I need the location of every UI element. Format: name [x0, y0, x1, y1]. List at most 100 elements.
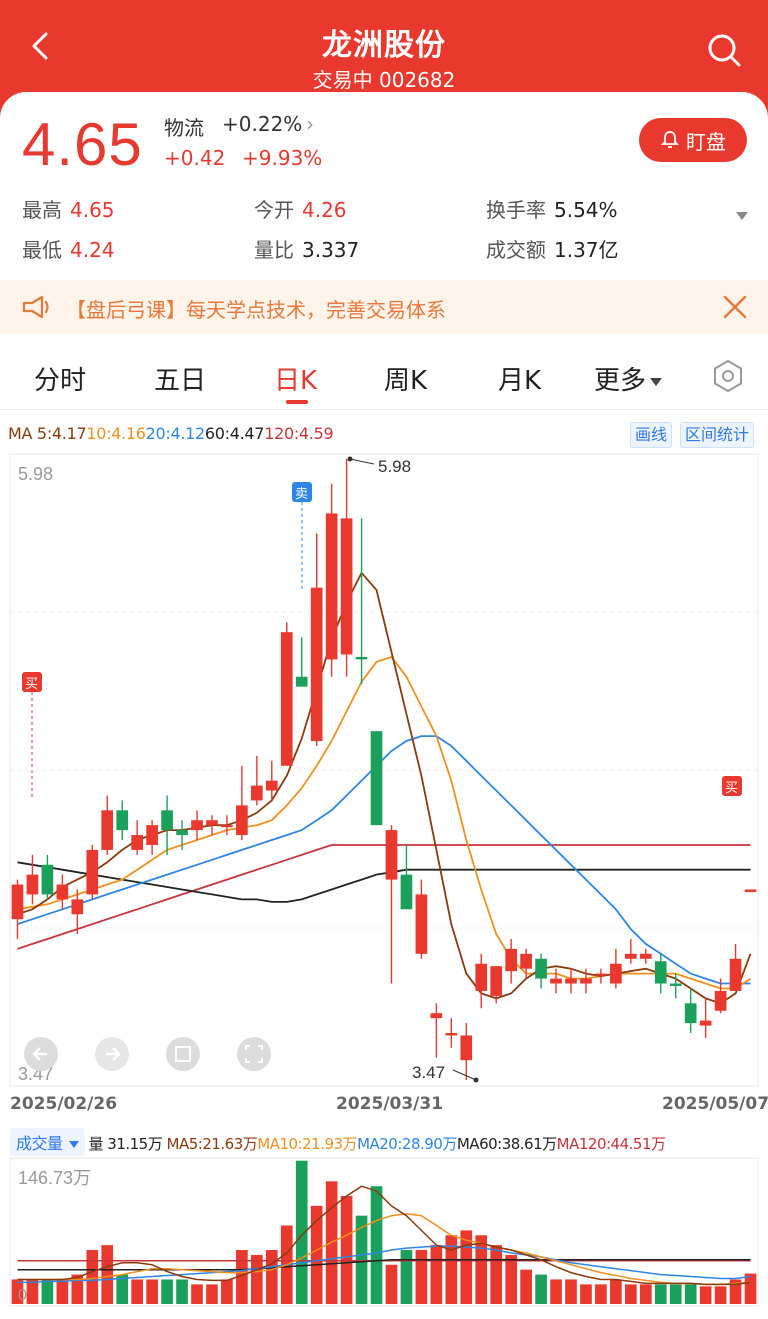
candle-body [26, 874, 39, 895]
candle-body [654, 961, 667, 984]
chevron-right-icon[interactable]: › [306, 112, 314, 136]
stock-name: 龙洲股份 [322, 28, 446, 63]
candle-body [505, 948, 517, 972]
tab-more[interactable]: 更多 [594, 360, 663, 397]
volume-bar [580, 1284, 592, 1304]
dropdown-caret-icon [650, 377, 663, 386]
volume-bar [520, 1269, 532, 1304]
low-marker-dot [473, 1077, 479, 1083]
ma20-line [17, 735, 751, 985]
candle-body [475, 963, 488, 991]
volume-bar [505, 1254, 517, 1304]
sector-change[interactable]: +0.22% [222, 112, 303, 136]
date-end: 2025/05/07 [662, 1094, 768, 1114]
vol-ma5: MA5:21.63万 [166, 1135, 258, 1153]
volume-bar [221, 1279, 233, 1304]
stat-value: 5.54% [554, 198, 618, 222]
candle-body [101, 810, 114, 850]
candle-body [684, 1003, 697, 1024]
volume-bar [146, 1279, 158, 1304]
tab-monthly-k[interactable]: 月K [498, 366, 542, 396]
scroll-left-button[interactable] [24, 1037, 58, 1071]
volume-bar [565, 1279, 577, 1304]
candle-body [191, 820, 203, 831]
candle-body [221, 825, 233, 828]
stat-open: 今开 4.26 [254, 194, 347, 223]
expand-caret-icon[interactable] [736, 212, 748, 220]
range-stats-button[interactable]: 区间统计 [680, 422, 755, 448]
volume-bar [86, 1250, 99, 1304]
settings-hexagon-icon[interactable] [710, 358, 746, 394]
volume-bar [11, 1279, 24, 1304]
volume-bar [415, 1250, 428, 1304]
tab-daily-k[interactable]: 日K [274, 366, 318, 396]
ma60-line [17, 861, 751, 903]
volume-bar [535, 1274, 547, 1304]
megaphone-icon [22, 295, 49, 319]
volume-bar [355, 1215, 368, 1304]
stock-code: 002682 [379, 68, 456, 92]
back-arrow-icon[interactable] [24, 28, 60, 64]
sell-flag[interactable]: 卖 [292, 482, 312, 590]
volume-bar [370, 1186, 383, 1304]
price-change-pct: +9.93% [242, 146, 323, 170]
stat-label: 最低 [22, 238, 62, 262]
watch-label: 盯盘 [686, 129, 726, 154]
candle-body [714, 990, 727, 1011]
candle-body [340, 518, 353, 655]
candle-body [595, 973, 607, 976]
vol-ma20: MA20:28.90万 [357, 1135, 457, 1153]
arrow-left-icon [32, 1047, 47, 1061]
candle-body [251, 785, 263, 801]
candlestick-chart[interactable]: 5.98 3.47 5.98 3.47 买 卖 买 [0, 450, 768, 1090]
volume-ma60-line [17, 1259, 751, 1271]
sector-name[interactable]: 物流 [164, 116, 204, 140]
candle-body [161, 810, 173, 831]
volume-bar [475, 1235, 488, 1304]
volume-bar [116, 1274, 129, 1304]
volume-bar [684, 1284, 697, 1304]
stat-label: 换手率 [486, 198, 546, 222]
candle-body [280, 632, 293, 766]
tab-five-day[interactable]: 五日 [154, 366, 207, 396]
volume-max-label: 146.73万 [18, 1168, 91, 1188]
candle-body [325, 513, 338, 660]
draw-line-button[interactable]: 画线 [630, 422, 673, 448]
volume-bar [744, 1273, 757, 1304]
tab-weekly-k[interactable]: 周K [384, 366, 428, 396]
candle-body [116, 810, 129, 831]
candle-body [430, 1013, 443, 1019]
close-icon[interactable] [722, 294, 748, 320]
chip-button[interactable] [166, 1037, 200, 1071]
banner-text[interactable]: 【盘后弓课】每天学点技术，完善交易体系 [66, 298, 446, 322]
volume-bar [236, 1250, 248, 1304]
low-marker-label: 3.47 [412, 1063, 445, 1082]
search-icon[interactable] [704, 30, 744, 70]
candle-body [490, 966, 503, 996]
candle-body [295, 676, 308, 687]
volume-ma20-line [17, 1245, 751, 1284]
quote-card: 4.65 物流 +0.22% › +0.42 +9.93% 盯盘 最高 4.65 … [0, 92, 768, 282]
candle-body [355, 656, 368, 660]
candle-body [41, 864, 54, 895]
buy-flag[interactable]: 买 [22, 672, 42, 800]
y-max-label: 5.98 [18, 464, 53, 484]
fullscreen-button[interactable] [237, 1037, 271, 1071]
promo-banner[interactable]: 【盘后弓课】每天学点技术，完善交易体系 [0, 280, 768, 334]
volume-bar [460, 1230, 473, 1304]
vol-ma60: MA60:38.61万 [456, 1135, 557, 1153]
scroll-right-button[interactable] [95, 1037, 129, 1071]
buy-flag-recent[interactable]: 买 [722, 776, 742, 796]
volume-bar [430, 1245, 443, 1304]
date-start: 2025/02/26 [10, 1094, 118, 1114]
tab-minute[interactable]: 分时 [34, 366, 87, 396]
volume-chart[interactable]: 146.73万 0 [0, 1156, 768, 1308]
high-marker-label: 5.98 [378, 457, 411, 476]
candle-body [460, 1035, 473, 1061]
stat-label: 量比 [254, 238, 294, 262]
current-price: 4.65 [22, 111, 143, 178]
candle-body [146, 825, 158, 845]
fullscreen-icon [245, 1045, 263, 1063]
watch-button[interactable]: 盯盘 [639, 118, 747, 162]
volume-selector[interactable]: 成交量 [10, 1128, 85, 1156]
